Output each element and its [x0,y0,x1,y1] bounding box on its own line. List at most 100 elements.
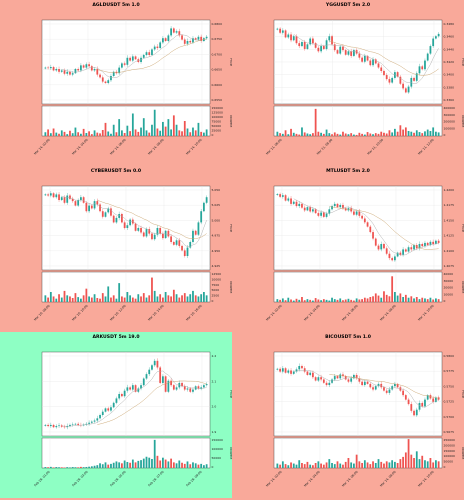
volume-bar [374,463,377,468]
volume-bar [66,295,69,302]
volume-bar [320,463,322,468]
volume-bar [314,298,317,302]
volume-bar [194,130,197,136]
volume-bar [322,133,325,136]
candle-body [336,203,339,208]
volume-tick-label: 40000 [444,272,454,276]
candle-body [374,238,377,246]
volume-bar [200,294,203,302]
candle-body [276,28,279,30]
volume-bar [44,467,47,468]
volume-bar [426,129,429,136]
volume-bar [197,296,200,302]
price-tick-label: 2.2 [212,354,217,358]
volume-bar [404,127,407,136]
volume-bar [284,130,287,136]
candle-body [355,374,358,379]
price-tick-label: 0.5675 [444,430,455,434]
candle-body [404,249,407,252]
time-tick-label: Feb 29, 03:00 [71,470,88,487]
candle-body [151,233,153,240]
candle-body [432,241,435,244]
volume-bar [276,299,279,302]
volume-bar [203,132,205,136]
volume-bar [328,459,331,468]
candle-body [194,38,197,40]
volume-bar [175,294,178,302]
volume-bar [55,132,58,136]
candle-body [183,250,186,256]
volume-bar [295,464,298,468]
candle-body [336,376,339,379]
volume-bar [407,439,410,468]
volume-bar [80,298,82,302]
price-tick-label: 0.3440 [444,47,455,51]
candle-body [402,249,404,255]
price-axis-label: Price [229,390,232,398]
candle-body [287,34,290,38]
volume-bar [361,463,363,468]
volume-bar [112,295,115,302]
volume-bar [101,130,104,136]
candle-body [153,46,156,50]
candle-body [363,218,366,223]
time-tick-label: Mar 10, 14:00 [147,304,165,322]
volume-tick-label: 30000 [444,279,454,283]
volume-bar [366,462,369,468]
candle-body [306,44,309,49]
candle-body [298,203,301,207]
chart-panel-arkusdt: ARKUSDT 5m 19.0 2.2 2.1 2.0 1.9 150000 100000 5… [0,332,232,498]
volume-bar [292,300,295,302]
volume-bar [60,130,63,136]
candle-body [353,211,355,215]
volume-bar [353,300,355,302]
volume-bar [347,298,350,302]
chart-svg: BICOUSDT 5m 1.0 0.5800 0.5775 0.5750 0.5725 0… [265,334,464,488]
time-tick-label: Feb 29, 01:00 [33,470,50,487]
volume-bar [429,131,432,136]
volume-bar [167,461,170,468]
volume-bar [183,121,186,136]
candle-body [394,383,396,387]
chart-title: BICOUSDT 5m 1.0 [325,334,371,340]
candle-body [437,240,440,243]
candle-body [82,65,85,68]
volume-bar [391,460,394,468]
candle-body [314,377,317,381]
price-tick-label: 0.6550 [212,98,223,102]
candle-body [77,69,80,71]
time-tick-label: Mar 14, 08:00 [147,138,165,156]
candle-body [435,36,437,39]
volume-bar [355,134,358,136]
candle-body [52,424,55,428]
candle-body [426,395,429,400]
volume-bar [99,298,101,302]
volume-bar [366,132,369,136]
candle-body [303,42,306,49]
price-axis-label: Price [229,224,232,232]
candle-body [85,64,88,68]
volume-bar [134,298,137,302]
volume-bar [134,129,137,136]
candle-body [298,43,301,47]
candle-body [183,39,186,44]
price-tick-label: 0.5750 [444,384,455,388]
candle-body [121,394,123,397]
chart-svg: AGLDUSDT 5m 1.0 0.6800 0.6750 0.6700 0.6650 0… [33,2,232,156]
volume-bar [377,295,380,302]
candle-body [148,52,151,55]
candle-body [58,194,60,200]
price-tick-label: 0.6700 [212,52,223,56]
volume-bar [203,292,205,302]
candle-body [361,215,363,219]
candle-body [325,40,328,49]
candle-body [112,71,115,76]
candle-body [167,35,170,41]
candle-body [47,194,49,196]
volume-bar [137,294,140,302]
volume-bar [104,462,107,468]
candle-body [159,228,162,234]
volume-bar [156,455,159,468]
chart-svg: YGGUSDT 5m 2.0 0.3480 0.3460 0.3440 0.3420 0.… [265,2,464,156]
candle-body [159,367,162,383]
